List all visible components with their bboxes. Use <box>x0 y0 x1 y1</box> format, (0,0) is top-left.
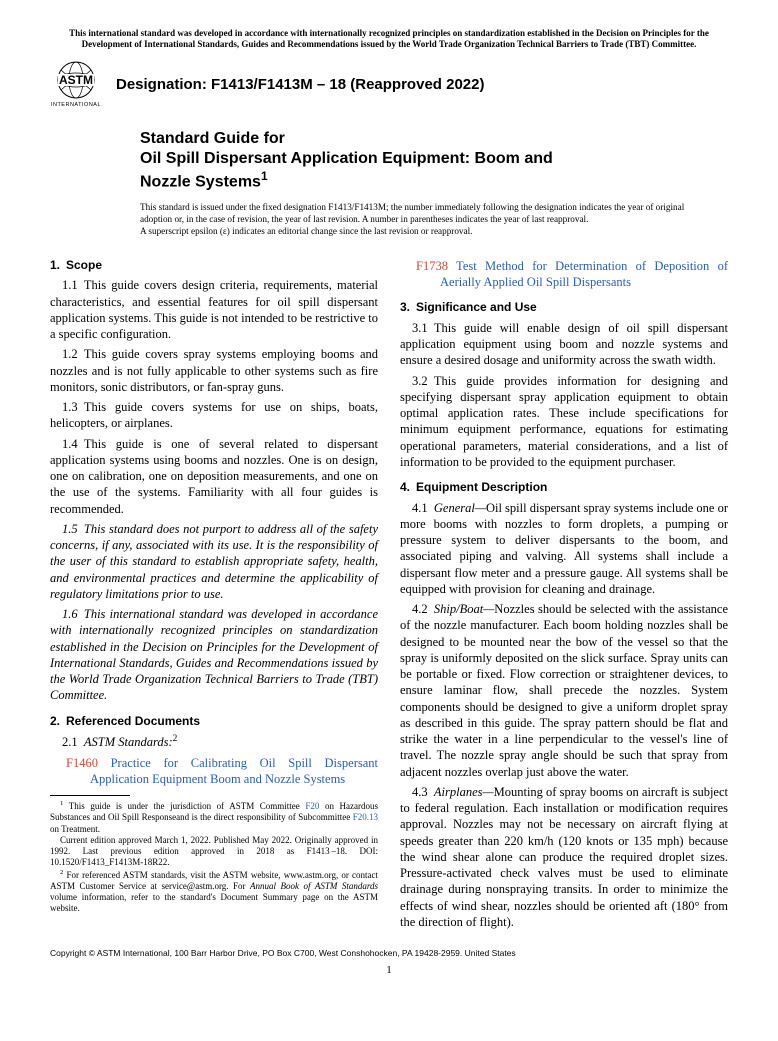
ref-f1460[interactable]: F1460 Practice for Calibrating Oil Spill… <box>50 755 378 788</box>
para-1-3: 1.3 This guide covers systems for use on… <box>50 399 378 432</box>
footnote-1b: Current edition approved March 1, 2022. … <box>50 835 378 869</box>
astm-logo: ASTM INTERNATIONAL <box>50 59 102 111</box>
body-columns: 1. Scope 1.1 This guide covers design cr… <box>50 258 728 930</box>
issuance-line-2: A superscript epsilon (ε) indicates an e… <box>140 226 698 238</box>
designation: Designation: F1413/F1413M – 18 (Reapprov… <box>116 75 484 95</box>
para-3-2: 3.2 This guide provides information for … <box>400 373 728 471</box>
title-line-1: Oil Spill Dispersant Application Equipme… <box>140 149 728 169</box>
para-2-1: 2.1 ASTM Standards:2 <box>50 733 378 750</box>
issuance-line-1: This standard is issued under the fixed … <box>140 202 698 226</box>
title-line-2: Nozzle Systems1 <box>140 169 728 192</box>
copyright: Copyright © ASTM International, 100 Barr… <box>50 948 728 959</box>
svg-text:INTERNATIONAL: INTERNATIONAL <box>51 102 101 108</box>
header-row: ASTM INTERNATIONAL Designation: F1413/F1… <box>50 59 728 111</box>
para-4-3: 4.3 Airplanes—Mounting of spray booms on… <box>400 784 728 930</box>
para-1-5: 1.5 This standard does not purport to ad… <box>50 521 378 602</box>
ref-f1738[interactable]: F1738 Test Method for Determination of D… <box>400 258 728 291</box>
title-prefix: Standard Guide for <box>140 129 728 149</box>
para-4-2: 4.2 Ship/Boat—Nozzles should be selected… <box>400 601 728 780</box>
para-3-1: 3.1 This guide will enable design of oil… <box>400 320 728 369</box>
para-1-2: 1.2 This guide covers spray systems empl… <box>50 346 378 395</box>
footnote-1: 1 This guide is under the jurisdiction o… <box>50 800 378 835</box>
section-2-head: 2. Referenced Documents <box>50 714 378 730</box>
para-4-1: 4.1 General—Oil spill dispersant spray s… <box>400 500 728 598</box>
page-number: 1 <box>50 963 728 977</box>
para-1-4: 1.4 This guide is one of several related… <box>50 436 378 517</box>
footnote-rule <box>50 795 130 796</box>
para-1-6: 1.6 This international standard was deve… <box>50 606 378 704</box>
link-f20-13[interactable]: F20.13 <box>353 812 378 822</box>
footnotes-block: 1 This guide is under the jurisdiction o… <box>50 795 378 915</box>
svg-text:ASTM: ASTM <box>59 73 93 87</box>
link-f20[interactable]: F20 <box>305 801 319 811</box>
issuance-note: This standard is issued under the fixed … <box>140 202 728 238</box>
section-1-head: 1. Scope <box>50 258 378 274</box>
top-notice: This international standard was develope… <box>50 28 728 51</box>
footnote-2: 2 For referenced ASTM standards, visit t… <box>50 869 378 915</box>
section-3-head: 3. Significance and Use <box>400 300 728 316</box>
title-block: Standard Guide for Oil Spill Dispersant … <box>140 129 728 192</box>
para-1-1: 1.1 This guide covers design criteria, r… <box>50 277 378 342</box>
section-4-head: 4. Equipment Description <box>400 480 728 496</box>
